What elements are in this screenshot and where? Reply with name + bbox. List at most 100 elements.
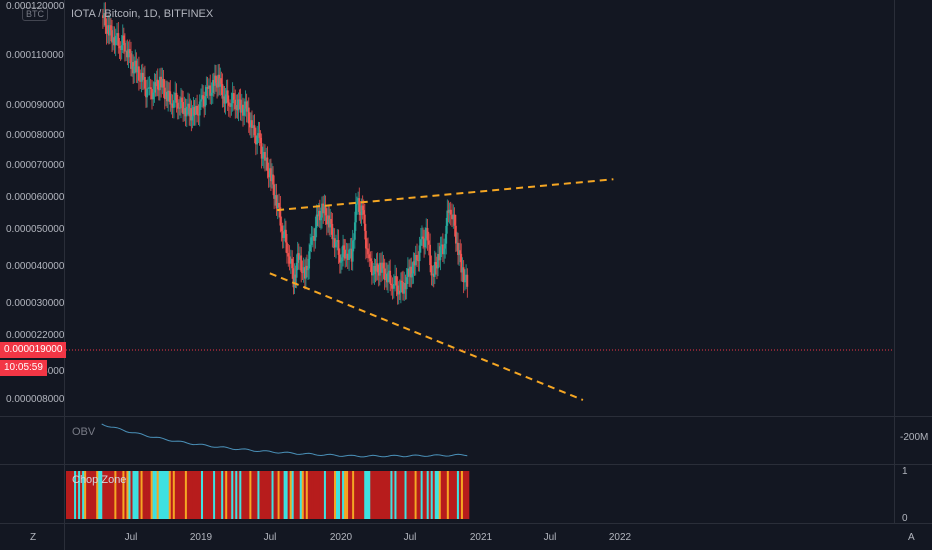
price-label: 0.000050000 — [6, 224, 65, 235]
chop-bar — [364, 471, 367, 519]
chop-bar — [118, 471, 121, 519]
chop-bar — [156, 471, 159, 519]
trendlines-group — [269, 178, 614, 401]
chop-bar — [386, 471, 389, 519]
obv-label[interactable]: OBV — [72, 426, 96, 438]
candle-body — [446, 210, 449, 226]
chop-bar — [184, 471, 188, 519]
candle-body — [374, 266, 377, 272]
pane-separator-obv[interactable] — [0, 416, 932, 417]
chop-bar — [196, 471, 200, 519]
chop-bar — [275, 471, 278, 519]
chop-bar — [106, 471, 109, 519]
chop-bar — [233, 471, 236, 519]
chop-bar — [283, 471, 286, 519]
chop-bar — [162, 471, 166, 519]
chop-bar — [134, 471, 137, 519]
chop-bar — [261, 471, 264, 519]
candle-body — [465, 274, 467, 281]
candle-body — [174, 92, 177, 101]
candle-body — [248, 123, 251, 128]
candle-body — [240, 104, 243, 113]
obv-axis-label: -200M — [900, 432, 929, 443]
candle-body — [275, 195, 278, 209]
candle-body — [156, 79, 159, 90]
price-label: 0.000110000 — [6, 50, 64, 61]
candle-body — [344, 249, 347, 259]
candle-body — [205, 87, 208, 97]
time-label: Jul — [263, 532, 277, 543]
candle-body — [256, 135, 259, 145]
chop-bar — [114, 471, 117, 519]
candle-body — [459, 250, 462, 254]
chop-bar — [458, 471, 462, 519]
chop-bar — [303, 471, 307, 519]
candle-body — [170, 103, 173, 105]
candle-body — [202, 95, 205, 99]
candle-body — [244, 101, 247, 109]
chop-bar — [213, 471, 216, 519]
chop-bar — [344, 471, 347, 519]
chop-bar — [293, 471, 296, 519]
chop-bar — [207, 471, 210, 519]
chop-bar — [263, 471, 266, 519]
chop-bar — [372, 471, 375, 519]
chop-axis-label-0: 0 — [902, 513, 908, 524]
candle-body — [397, 290, 400, 295]
candle-body — [356, 203, 358, 205]
chop-bar — [307, 471, 311, 519]
candle-body — [136, 66, 139, 73]
chop-bar — [84, 471, 87, 519]
chop-bar — [444, 471, 448, 519]
chop-bar — [174, 471, 178, 519]
auto-scale-button[interactable]: A — [908, 532, 915, 543]
candle-body — [107, 25, 110, 36]
candle-body — [426, 227, 429, 241]
candle-body — [372, 274, 375, 276]
chop-bar — [108, 471, 111, 519]
chop-zone-bars — [66, 471, 470, 519]
candle-body — [113, 37, 116, 46]
candle-body — [229, 105, 231, 107]
chop-bar — [426, 471, 429, 519]
candle-body — [105, 25, 108, 34]
candle-body — [427, 240, 430, 245]
candle-body — [161, 79, 164, 88]
candle-body — [138, 66, 140, 81]
currency-badge[interactable]: BTC — [22, 7, 48, 21]
chop-bar — [406, 471, 409, 519]
candle-body — [103, 13, 106, 18]
current-price-tag: 0.000019000 — [0, 342, 67, 358]
candle-body — [260, 143, 263, 159]
price-label: 0.000060000 — [6, 192, 65, 203]
chop-bar — [130, 471, 133, 519]
chop-bar — [120, 471, 123, 519]
chop-bar — [346, 471, 349, 519]
pane-separator-chop[interactable] — [0, 464, 932, 465]
candle-body — [366, 248, 368, 250]
chop-bar — [257, 471, 260, 519]
chop-bar — [140, 471, 143, 519]
candle-body — [413, 261, 416, 266]
candle-body — [380, 262, 382, 273]
candle-body — [311, 236, 314, 238]
chop-bar — [348, 471, 351, 519]
candle-body — [390, 283, 393, 286]
candle-body — [332, 238, 335, 240]
candle-body — [184, 108, 187, 117]
candle-body — [130, 53, 132, 69]
chop-zone-label[interactable]: Chop Zone — [72, 474, 127, 486]
scale-toggle-button[interactable]: Z — [30, 532, 37, 543]
candle-body — [190, 108, 193, 121]
chop-bar — [267, 471, 270, 519]
chop-bar — [285, 471, 288, 519]
candle-body — [423, 238, 425, 248]
candle-body — [402, 282, 404, 294]
candle-body — [348, 249, 350, 260]
candle-body — [125, 50, 128, 52]
candle-body — [425, 227, 428, 239]
chop-bar — [154, 471, 157, 519]
candle-body — [352, 239, 355, 241]
chop-bar — [392, 471, 395, 519]
